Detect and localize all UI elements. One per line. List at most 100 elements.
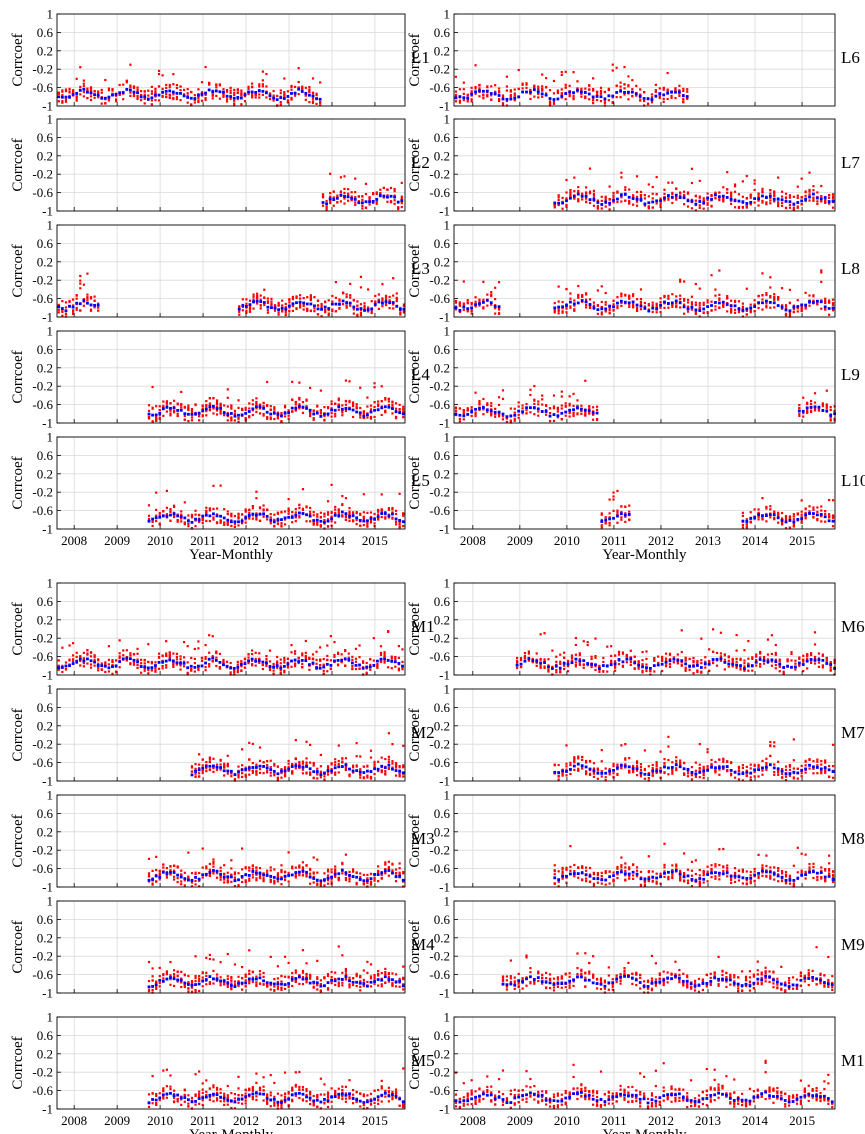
data-point-blue <box>215 514 219 518</box>
data-point-red <box>194 509 197 512</box>
data-point-blue <box>808 300 811 303</box>
data-point-red <box>334 771 337 774</box>
data-point-blue <box>240 768 244 772</box>
data-point-blue <box>380 406 384 410</box>
data-point-red <box>784 516 788 520</box>
data-point-red <box>478 298 481 301</box>
data-point-red <box>290 84 293 88</box>
data-point-blue <box>561 305 564 309</box>
data-point-red <box>236 91 239 94</box>
data-point-red <box>398 523 401 526</box>
data-point-red <box>749 194 752 197</box>
y-tick-label: -1 <box>42 310 53 325</box>
data-point-red <box>86 653 89 656</box>
data-point-red <box>808 193 811 196</box>
data-point-blue <box>204 91 207 95</box>
data-point-red <box>304 94 307 97</box>
data-point-red <box>204 669 207 672</box>
data-point-red <box>334 280 338 284</box>
data-point-red <box>283 91 286 94</box>
data-point-red <box>478 408 481 412</box>
data-point-blue <box>642 97 646 100</box>
data-point-red <box>726 294 729 298</box>
data-point-red <box>624 512 627 515</box>
data-point-red <box>804 194 807 197</box>
data-point-red <box>272 673 275 676</box>
data-point-blue <box>819 513 823 516</box>
data-point-blue <box>588 198 592 202</box>
data-point-blue <box>580 299 584 302</box>
data-point-red <box>788 288 792 291</box>
data-point-red <box>679 280 682 283</box>
data-point-red <box>276 414 280 418</box>
data-point-blue <box>565 304 568 307</box>
data-point-red <box>240 764 244 767</box>
data-point-red <box>316 777 319 780</box>
data-point-red <box>675 302 678 305</box>
data-point-red <box>400 202 403 205</box>
data-point-blue <box>326 412 330 416</box>
data-point-blue <box>454 412 458 416</box>
data-point-red <box>309 506 312 510</box>
data-point-blue <box>401 664 404 668</box>
data-point-red <box>215 399 219 402</box>
data-point-blue <box>388 301 392 304</box>
data-point-red <box>304 639 307 643</box>
data-point-red <box>172 515 176 518</box>
data-point-red <box>600 199 603 202</box>
data-point-red <box>379 660 383 663</box>
data-point-red <box>162 406 165 409</box>
data-point-red <box>675 187 678 190</box>
data-point-red <box>394 407 398 410</box>
data-point-blue <box>315 411 319 415</box>
data-point-red <box>304 657 307 660</box>
data-point-red <box>361 207 364 210</box>
data-point-red <box>395 296 398 299</box>
data-point-red <box>454 75 458 78</box>
data-point-red <box>204 93 207 96</box>
data-point-red <box>222 95 225 98</box>
data-point-red <box>765 293 768 297</box>
data-point-blue <box>282 665 286 668</box>
data-point-blue <box>305 406 308 410</box>
data-point-blue <box>358 663 361 667</box>
data-point-red <box>261 83 264 86</box>
data-point-red <box>829 408 832 412</box>
data-point-red <box>198 415 201 418</box>
data-point-red <box>226 754 229 757</box>
data-point-red <box>615 95 618 99</box>
data-point-blue <box>194 517 197 521</box>
y-tick-label: -0.6 <box>429 80 450 95</box>
data-point-blue <box>287 767 291 771</box>
data-point-red <box>628 199 631 203</box>
data-point-blue <box>658 92 662 95</box>
data-point-red <box>796 512 799 515</box>
data-point-red <box>690 301 694 304</box>
data-point-red <box>577 295 580 298</box>
data-point-red <box>454 93 458 97</box>
data-point-red <box>89 89 93 92</box>
data-point-blue <box>82 87 86 91</box>
panel-label: L9 <box>841 365 860 384</box>
data-point-red <box>773 306 776 309</box>
data-point-blue <box>544 409 548 413</box>
data-point-red <box>501 95 505 98</box>
data-point-red <box>517 413 520 416</box>
data-point-red <box>690 308 694 311</box>
data-point-red <box>147 417 151 420</box>
data-point-red <box>362 660 365 663</box>
data-point-blue <box>698 309 702 312</box>
data-point-blue <box>387 763 391 767</box>
data-point-red <box>659 205 662 208</box>
data-point-blue <box>591 411 595 415</box>
axes-frame <box>56 436 406 530</box>
data-point-blue <box>784 199 788 203</box>
data-point-red <box>215 405 219 408</box>
data-point-red <box>733 311 737 314</box>
data-point-blue <box>60 666 64 669</box>
data-point-blue <box>340 765 344 769</box>
data-point-blue <box>212 404 215 408</box>
data-point-red <box>478 304 481 307</box>
data-point-red <box>136 666 139 670</box>
data-point-blue <box>481 89 485 93</box>
